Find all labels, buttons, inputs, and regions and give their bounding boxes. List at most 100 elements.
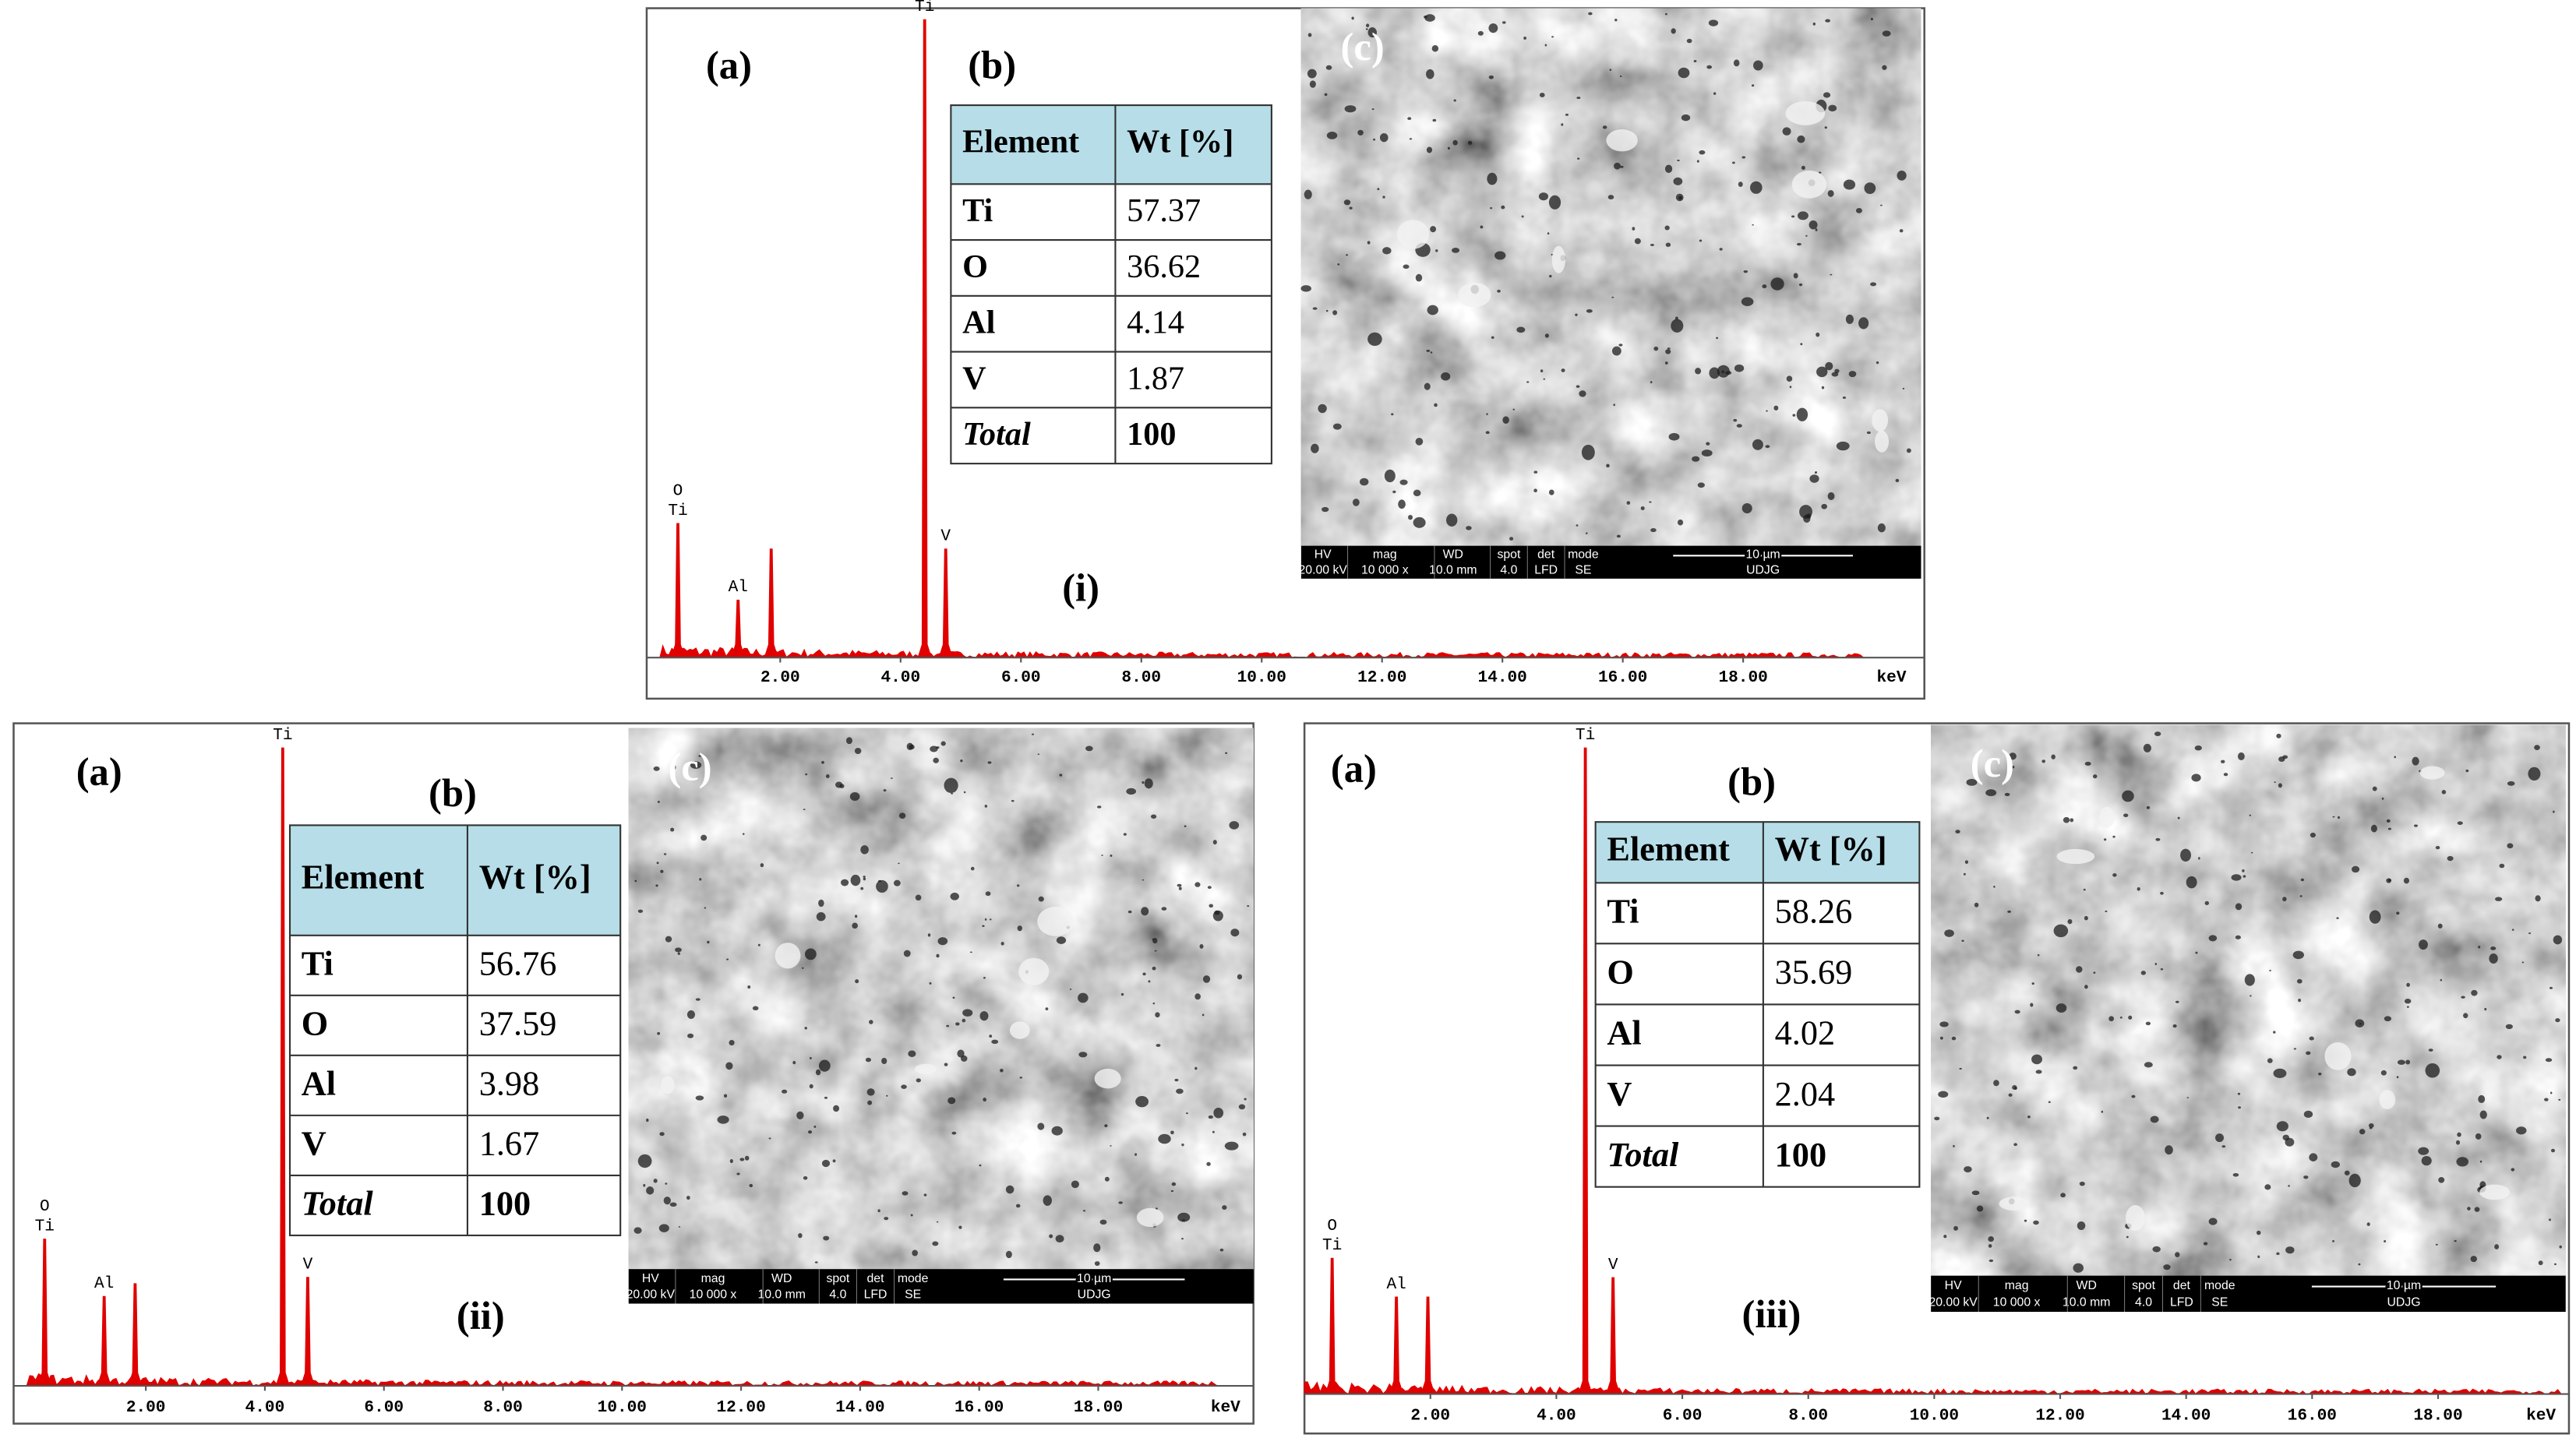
pore (1882, 65, 1887, 70)
pore (940, 741, 946, 746)
pore (2084, 761, 2091, 767)
pore (923, 1193, 927, 1197)
pore (2454, 1240, 2457, 1242)
pore (2549, 1218, 2551, 1221)
sem-field-value: LFD (2170, 1296, 2193, 1309)
pore (946, 1024, 950, 1027)
sem-field-value: 20.00 kV (626, 1288, 676, 1302)
pore (2160, 891, 2164, 895)
pore (1797, 135, 1805, 143)
pore (658, 1224, 669, 1232)
pore (1709, 367, 1720, 379)
pore (707, 940, 710, 944)
pore (1184, 825, 1187, 827)
pore (2403, 877, 2410, 884)
pore (2553, 935, 2563, 945)
pore (717, 1115, 729, 1124)
pore (1056, 936, 1067, 944)
pore (1988, 1259, 1994, 1263)
pore (1488, 23, 1498, 33)
pore (2347, 1068, 2356, 1077)
pore (1017, 925, 1022, 932)
pore (2494, 897, 2503, 901)
pore (2250, 851, 2253, 854)
pore (863, 876, 866, 878)
panel-label-c: (c) (1971, 742, 2014, 785)
sem-field-value: 4.0 (1500, 563, 1517, 576)
pore (947, 1097, 956, 1105)
pore (2528, 767, 2541, 781)
pore (1325, 65, 1332, 70)
pore (726, 958, 729, 960)
x-tick-label: 18.00 (2413, 1407, 2462, 1426)
pore (2549, 986, 2553, 989)
pore (669, 1202, 677, 1207)
panel-label-a: (a) (76, 750, 122, 794)
pore (860, 845, 869, 855)
pore (1611, 346, 1621, 356)
pore (1485, 431, 1490, 435)
pore (1791, 215, 1795, 218)
bright-spot (1606, 129, 1638, 152)
pore (2067, 918, 2073, 925)
pore (1845, 314, 1854, 324)
pore (1142, 879, 1145, 881)
pore (2041, 760, 2046, 763)
table-header: Wt [%] (1775, 830, 1887, 868)
pore (1194, 1066, 1198, 1070)
pore (1825, 19, 1830, 23)
pore (1752, 439, 1763, 450)
bright-spot (661, 1076, 675, 1094)
pore (2394, 756, 2396, 759)
pore (1796, 242, 1801, 246)
pore (1963, 872, 1966, 876)
pore (1741, 502, 1752, 514)
pore (1135, 1095, 1149, 1108)
table-body-bg (1595, 883, 1920, 1187)
pore (1337, 263, 1340, 266)
pore (665, 1182, 668, 1185)
pore (985, 891, 991, 897)
pore (1701, 449, 1713, 457)
pore (950, 892, 959, 900)
pore (2396, 1076, 2399, 1079)
panel-label-b: (b) (968, 43, 1016, 86)
pore (1736, 424, 1742, 428)
bright-spot (2056, 848, 2095, 865)
pore (1579, 390, 1586, 397)
pore (2428, 1049, 2433, 1052)
pore (2112, 873, 2117, 877)
bright-spot (1009, 1021, 1030, 1039)
pore (1798, 283, 1803, 287)
pore (2359, 1129, 2366, 1135)
x-tick-label: 6.00 (364, 1398, 404, 1417)
pore (634, 879, 637, 883)
pore (2146, 805, 2151, 809)
pore (2014, 1087, 2017, 1090)
pore (1501, 21, 1506, 24)
pore (2014, 1010, 2020, 1014)
pore (1626, 501, 1631, 505)
pore (1870, 282, 1877, 287)
table-value: 58.26 (1775, 893, 1853, 931)
pore (1576, 385, 1580, 388)
pore (1533, 471, 1538, 474)
pore (1695, 368, 1702, 375)
pore (2208, 1218, 2218, 1225)
pore (1367, 27, 1377, 38)
pore (1177, 1212, 1191, 1222)
sem-field-value: 10 000 x (1993, 1296, 2041, 1309)
pore (695, 998, 700, 1001)
sem-field-name: WD (2077, 1279, 2097, 1292)
table-value: 4.14 (1127, 305, 1184, 341)
sem-info-bar (1931, 1275, 2566, 1313)
pore (1000, 942, 1004, 946)
pore (2131, 1094, 2136, 1098)
table-header-bg (1595, 822, 1920, 883)
pore (2274, 781, 2276, 783)
pore (1502, 416, 1509, 425)
pore (1974, 902, 1979, 908)
pore (1895, 478, 1900, 482)
pore (933, 757, 939, 763)
pore (1939, 1021, 1949, 1027)
